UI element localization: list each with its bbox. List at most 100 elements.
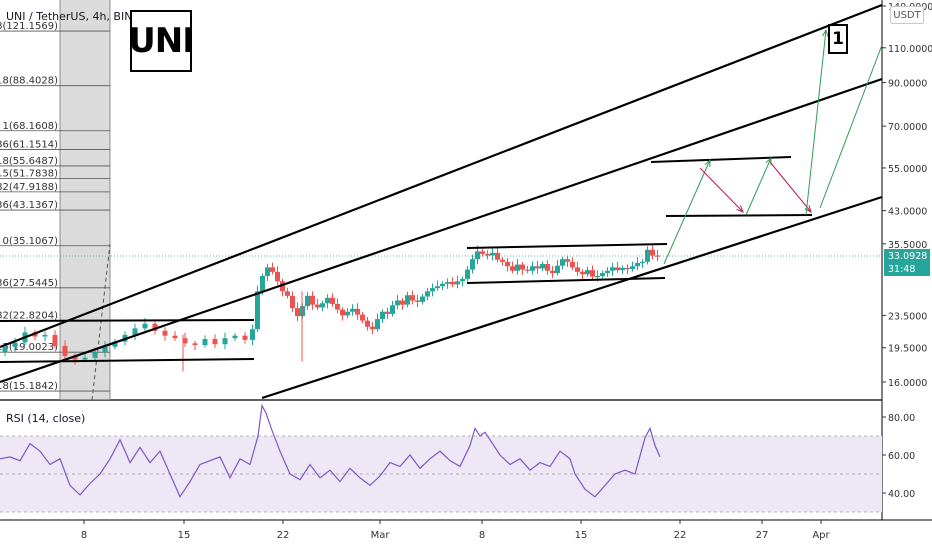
range-bottom-line [0,358,255,363]
candle-body [270,267,275,272]
candle-body [410,295,415,301]
projection-arrow-up-head [704,158,711,168]
time-tick-label: 8 [479,530,485,541]
candle-body [212,339,218,345]
candle-body [202,339,208,346]
projection-arrow-up [663,159,711,265]
candle-body [350,308,355,312]
candle-body [52,334,58,346]
candle-body [500,259,505,262]
candle-body [285,291,290,296]
candle-body [310,295,315,305]
rsi-line [0,403,661,499]
candle-body [415,300,420,302]
candle-body [222,338,228,345]
flag-top-line [466,243,668,249]
time-tick-label: 22 [674,530,687,541]
candle-body [92,352,98,358]
fib-trendline [91,243,111,401]
rsi-tick-label: 80.00 [888,413,915,424]
candle-body [395,300,400,306]
candle-body [290,295,295,309]
candle-body [465,269,470,279]
candle-body [365,320,370,327]
candle-body [370,326,375,330]
candle-body [605,270,610,274]
candle-body [475,251,480,260]
candle-body [102,346,108,353]
flag-bottom-line [466,277,666,284]
candle-body [645,249,650,262]
candle-body [295,308,300,317]
candle-body [615,267,620,271]
time-tick-label: Mar [371,530,391,541]
candle-body [172,335,178,339]
candle-body [192,343,198,346]
trend-drawings[interactable] [0,3,883,400]
target-support-line [665,214,813,217]
candle-body [550,270,555,274]
candle-body [560,259,565,266]
candle-body [510,266,515,271]
candle-body [142,323,148,329]
candle-body [275,271,280,282]
fib-level-label: 1.618(88.4028) [0,76,58,87]
candle-body [232,335,238,339]
candle-body [535,266,540,269]
fib-level-label: 2.618(121.1569) [0,21,58,32]
uni-logo: UNI [128,10,195,72]
candle-body [355,308,360,315]
rsi-pane[interactable]: 80.00 60.00 40.00 [0,403,915,513]
projection-arrow-down [699,167,744,213]
rsi-tick-label: 40.00 [888,489,915,500]
candle-body [580,271,585,275]
rsi-tick-label: 60.00 [888,451,915,462]
candle-body [485,253,490,256]
candle-body [400,300,405,305]
fib-level-label: 0.236(43.1367) [0,200,58,211]
channel-upper-line [0,3,883,349]
candle-body [525,269,530,271]
projection-arrow-up [745,157,772,216]
fib-level-label: 0.5(19.0023) [0,342,58,353]
price-tick-label: 110.0000 [888,44,932,55]
channel-middle-line [0,77,883,384]
time-tick-label: 15 [575,530,588,541]
range-top-line [0,319,255,322]
candle-body [455,281,460,285]
candle-body [445,281,450,284]
time-axis[interactable]: 8 15 22 Mar 8 15 22 27 Apr [81,520,831,541]
candle-body [470,259,475,270]
currency-selector[interactable]: USDT [890,6,924,24]
price-axis[interactable]: 140.0000110.000090.000070.000055.000043.… [882,2,932,389]
candle-body [610,267,615,271]
candle-body [182,338,188,344]
candle-body [280,281,285,292]
time-tick-label: 22 [277,530,290,541]
candle-body [162,330,168,336]
candle-body [375,319,380,330]
candle-body [635,262,640,267]
fibonacci-retracement[interactable]: 2.618(121.1569) 1.618(88.4028) 1(68.1608) 0… [0,0,111,401]
rsi-indicator-label[interactable]: RSI (14, close) [6,412,86,425]
candle-body [152,323,158,331]
fib-level-label: 0.618(55.6487) [0,156,58,167]
candle-body [315,304,320,308]
candle-body [515,264,520,271]
candle-body [595,275,600,278]
grid [0,0,932,521]
time-tick-label: Apr [812,530,830,541]
projection-line [819,44,883,209]
fib-shade [60,0,110,400]
fib-level-label: 0.786(61.1514) [0,140,58,151]
candle-body [520,264,525,270]
candle-body [132,328,138,335]
candle-body [425,291,430,297]
candle-body [420,296,425,302]
candle-body [590,270,595,277]
candle-body [265,267,270,276]
candle-body [390,305,395,314]
fib-level-label: 0.618(15.1842) [0,381,58,392]
candle-body [565,259,570,262]
